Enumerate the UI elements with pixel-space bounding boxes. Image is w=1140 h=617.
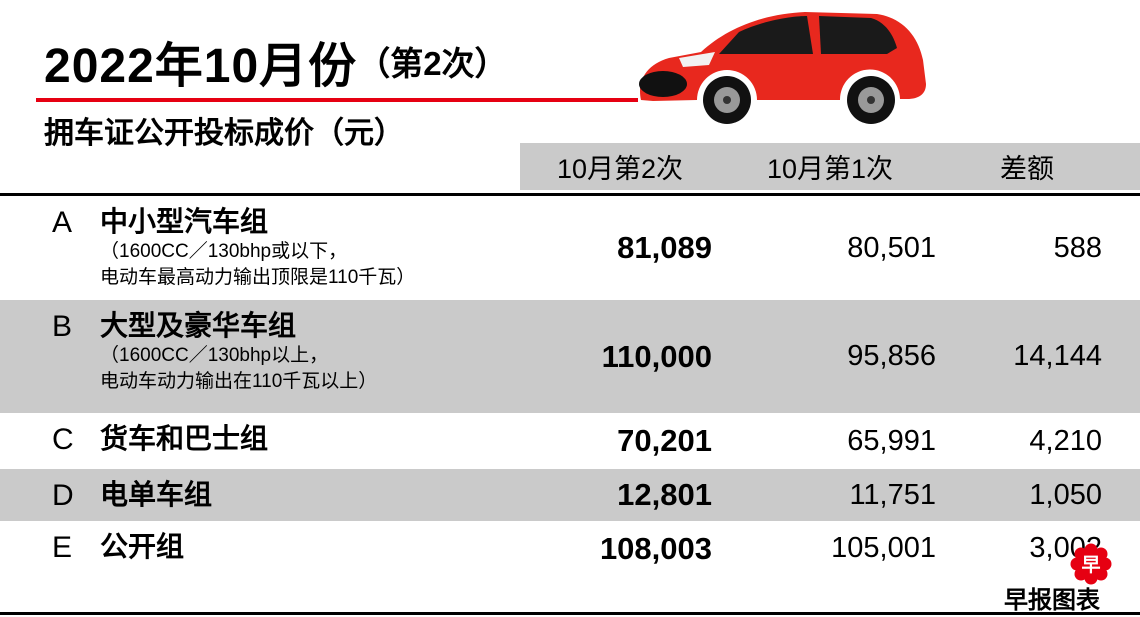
value-oct-1st: 65,991 — [847, 424, 936, 457]
bottom-border — [0, 612, 1140, 615]
value-oct-1st: 80,501 — [847, 231, 936, 264]
value-diff: 14,144 — [1013, 340, 1102, 372]
table-row: A 中小型汽车组 （1600CC／130bhp或以下， 电动车最高动力输出顶限是… — [0, 196, 1140, 300]
row-name: 货车和巴士组 — [100, 423, 269, 454]
car-illustration — [639, 12, 926, 124]
value-oct-2nd: 81,089 — [617, 230, 712, 265]
red-car-image — [635, 2, 935, 130]
table-row: B 大型及豪华车组 （1600CC／130bhp以上， 电动车动力输出在110千… — [0, 300, 1140, 413]
table-row: D 电单车组 12,801 11,751 1,050 — [0, 469, 1140, 521]
row-category: 大型及豪华车组 （1600CC／130bhp以上， 电动车动力输出在110千瓦以… — [100, 300, 520, 413]
row-letter: D — [52, 479, 74, 512]
row-letter: C — [52, 423, 74, 456]
value-diff: 4,210 — [1029, 424, 1102, 457]
zaobao-logo-flower: 早 — [1070, 543, 1112, 585]
row-category: 中小型汽车组 （1600CC／130bhp或以下， 电动车最高动力输出顶限是11… — [100, 196, 520, 300]
page-title: 2022年10月份（第2次） — [44, 26, 508, 96]
table-row: C 货车和巴士组 70,201 65,991 4,210 — [0, 413, 1140, 469]
page-title-round: （第2次） — [357, 45, 508, 82]
row-category: 电单车组 — [100, 469, 520, 521]
table-row: E 公开组 108,003 105,001 3,002 — [0, 521, 1140, 576]
row-category: 货车和巴士组 — [100, 413, 520, 469]
column-header-oct-1st: 10月第1次 — [766, 154, 894, 184]
value-oct-2nd: 70,201 — [617, 423, 712, 458]
title-underline — [36, 98, 638, 102]
page-subtitle: 拥车证公开投标成价（元） — [44, 117, 404, 150]
value-oct-1st: 105,001 — [831, 532, 936, 564]
value-diff: 588 — [1053, 231, 1102, 264]
zaobao-logo-icon: 早 — [1070, 543, 1112, 585]
row-category: 公开组 — [100, 521, 520, 576]
row-name: 公开组 — [100, 531, 185, 562]
row-letter: A — [52, 206, 73, 239]
value-diff: 1,050 — [1029, 478, 1102, 511]
row-desc: 电动车动力输出在110千瓦以上） — [100, 371, 378, 393]
row-desc: （1600CC／130bhp以上， — [100, 344, 329, 366]
value-oct-1st: 11,751 — [849, 478, 936, 511]
column-header-band — [520, 143, 1140, 190]
row-name: 大型及豪华车组 — [100, 310, 297, 341]
row-letter: B — [52, 310, 73, 343]
column-header-oct-2nd: 10月第2次 — [556, 154, 684, 184]
row-letter: E — [52, 531, 73, 564]
value-oct-1st: 95,856 — [847, 340, 936, 372]
page-title-main: 2022年10月份 — [44, 40, 358, 93]
row-name: 电单车组 — [100, 479, 213, 510]
value-oct-2nd: 110,000 — [601, 338, 712, 374]
value-oct-2nd: 108,003 — [599, 530, 712, 566]
table-body: A 中小型汽车组 （1600CC／130bhp或以下， 电动车最高动力输出顶限是… — [0, 193, 1140, 576]
row-desc: （1600CC／130bhp或以下， — [100, 240, 348, 262]
row-name: 中小型汽车组 — [100, 206, 269, 237]
value-oct-2nd: 12,801 — [617, 477, 712, 512]
row-desc: 电动车最高动力输出顶限是110千瓦） — [100, 267, 416, 289]
column-header-diff: 差额 — [1000, 154, 1054, 184]
column-header-row: 10月第2次 10月第1次 差额 — [0, 143, 1140, 190]
zaobao-logo-char: 早 — [1081, 554, 1100, 576]
credit-text: 早报图表 — [1004, 587, 1100, 614]
